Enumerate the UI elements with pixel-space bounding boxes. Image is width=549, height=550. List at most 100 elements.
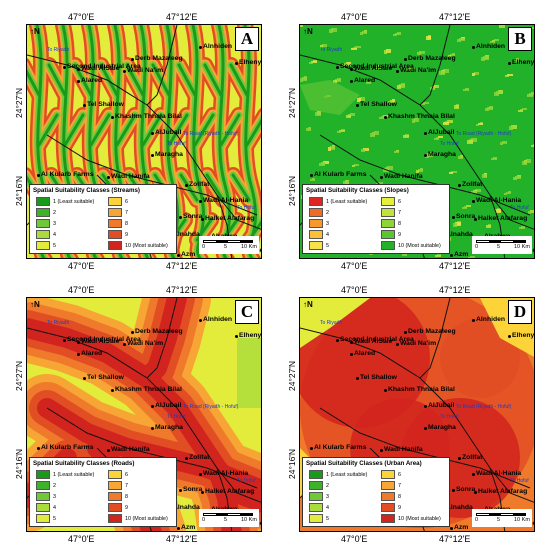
legend-swatch — [36, 481, 50, 490]
place-label: Wadi Al-Hania — [476, 197, 522, 204]
scale-label-end: 10 Km — [514, 244, 530, 250]
legend-item: 7 — [108, 208, 128, 217]
place-label: Second Industrial Area — [340, 336, 414, 343]
place-marker — [37, 447, 40, 450]
lon-tick-bottom-1: 47°0'E — [341, 261, 368, 271]
legend-label: 4 — [326, 231, 329, 238]
legend-swatch — [36, 219, 50, 228]
legend-label: 9 — [125, 231, 128, 238]
place-label: Al Kularb Farms — [41, 171, 94, 178]
map-frame: ↑N To Riyadh To Hofuf To Road (Riyadh - Hof… — [299, 24, 535, 259]
lon-tick-top-1: 47°0'E — [68, 12, 95, 22]
legend-label: 10 (Most suitable) — [125, 515, 168, 522]
place-marker — [474, 218, 477, 221]
scale-bar-segment — [216, 241, 228, 242]
place-marker — [151, 154, 154, 157]
place-marker — [151, 405, 154, 408]
place-label: Wadi Hanifa — [384, 446, 423, 453]
lon-tick-bottom-1: 47°0'E — [68, 261, 95, 271]
road-label: To Riyadh — [47, 320, 70, 326]
place-marker — [199, 319, 202, 322]
place-marker — [384, 389, 387, 392]
road-label: To Hofuf — [440, 141, 459, 147]
legend-label: 4 — [53, 504, 56, 511]
lon-tick-bottom-1: 47°0'E — [68, 534, 95, 544]
place-marker — [199, 200, 202, 203]
scale-label-zero: 0 — [202, 244, 206, 250]
legend-swatch — [36, 197, 50, 206]
place-label: AlJubail — [428, 402, 455, 409]
legend-item: 1 (Least suitable) — [309, 470, 367, 479]
place-marker — [179, 216, 182, 219]
legend-swatch — [108, 470, 122, 479]
legend-swatch — [381, 503, 395, 512]
place-marker — [37, 174, 40, 177]
place-label: Alnhiden — [203, 43, 233, 50]
place-marker — [310, 174, 313, 177]
scale-label-end: 10 Km — [514, 517, 530, 523]
place-marker — [123, 343, 126, 346]
road-label: To Road (Riyadh - Hofuf) — [456, 404, 512, 410]
map-frame: ↑N To Riyadh To Hofuf To Road (Riyadh - Hof… — [299, 297, 535, 532]
place-label: Halket Alafarag — [478, 215, 528, 222]
panel-letter: C — [235, 300, 259, 324]
legend-item: 4 — [36, 503, 56, 512]
place-marker — [424, 427, 427, 430]
legend-swatch — [36, 492, 50, 501]
legend-swatch — [108, 208, 122, 217]
legend-item: 2 — [36, 208, 56, 217]
place-marker — [450, 254, 453, 257]
place-label: Khashm Thnaia Bilal — [115, 113, 182, 120]
place-marker — [235, 335, 238, 338]
place-label: Tel Shallow — [360, 374, 397, 381]
legend-item: 9 — [108, 230, 128, 239]
place-marker — [185, 457, 188, 460]
legend-item: 7 — [381, 481, 401, 490]
legend-swatch — [108, 503, 122, 512]
lon-tick-top-1: 47°0'E — [341, 12, 368, 22]
place-label: Sonra — [183, 213, 203, 220]
place-marker — [356, 377, 359, 380]
legend-item: 8 — [108, 219, 128, 228]
place-label: Wadi Na'im — [127, 340, 164, 347]
legend-label: 5 — [53, 515, 56, 522]
legend-item: 3 — [36, 219, 56, 228]
place-label: Maragha — [428, 151, 456, 158]
place-marker — [458, 184, 461, 187]
scale-bar-segment — [240, 241, 252, 242]
place-marker — [396, 70, 399, 73]
legend-swatch — [309, 241, 323, 250]
place-label: Wadi Na'im — [400, 67, 437, 74]
place-marker — [77, 80, 80, 83]
legend-item: 10 (Most suitable) — [108, 241, 168, 250]
place-label: Derb Mazaleeg — [135, 55, 183, 62]
place-marker — [404, 331, 407, 334]
legend-item: 7 — [381, 208, 401, 217]
place-label: Wadi AlSale — [354, 338, 393, 345]
place-label: Wadi AlSale — [354, 65, 393, 72]
place-marker — [508, 335, 511, 338]
scale-bar-segment — [513, 241, 525, 242]
place-label: Derb Mazaleeg — [408, 328, 456, 335]
legend-box: Spatial Suitability Classes (Roads) 1 (Le… — [29, 457, 177, 527]
legend-swatch — [381, 197, 395, 206]
legend-label: 10 (Most suitable) — [125, 242, 168, 249]
place-label: Maragha — [155, 151, 183, 158]
place-label: Wadi Na'im — [400, 340, 437, 347]
scale-bar-segment — [489, 514, 501, 515]
legend-swatch — [108, 514, 122, 523]
legend-label: 6 — [125, 471, 128, 478]
legend-swatch — [381, 208, 395, 217]
map-panel-b: 47°0'E 47°12'E 47°0'E 47°12'E 24°27'N 24°16'N… — [285, 10, 537, 271]
road-label: To Riyadh — [320, 47, 343, 53]
place-label: Alared — [354, 350, 376, 357]
lon-tick-bottom-2: 47°12'E — [439, 534, 471, 544]
scale-bar-graphic — [476, 513, 526, 516]
place-marker — [83, 377, 86, 380]
place-marker — [177, 254, 180, 257]
place-label: Khashm Thnaia Bilal — [115, 386, 182, 393]
road-label: To Riyadh — [320, 320, 343, 326]
place-label: Sonra — [456, 486, 476, 493]
place-label: Wadi AlSale — [81, 65, 120, 72]
place-marker — [107, 449, 110, 452]
